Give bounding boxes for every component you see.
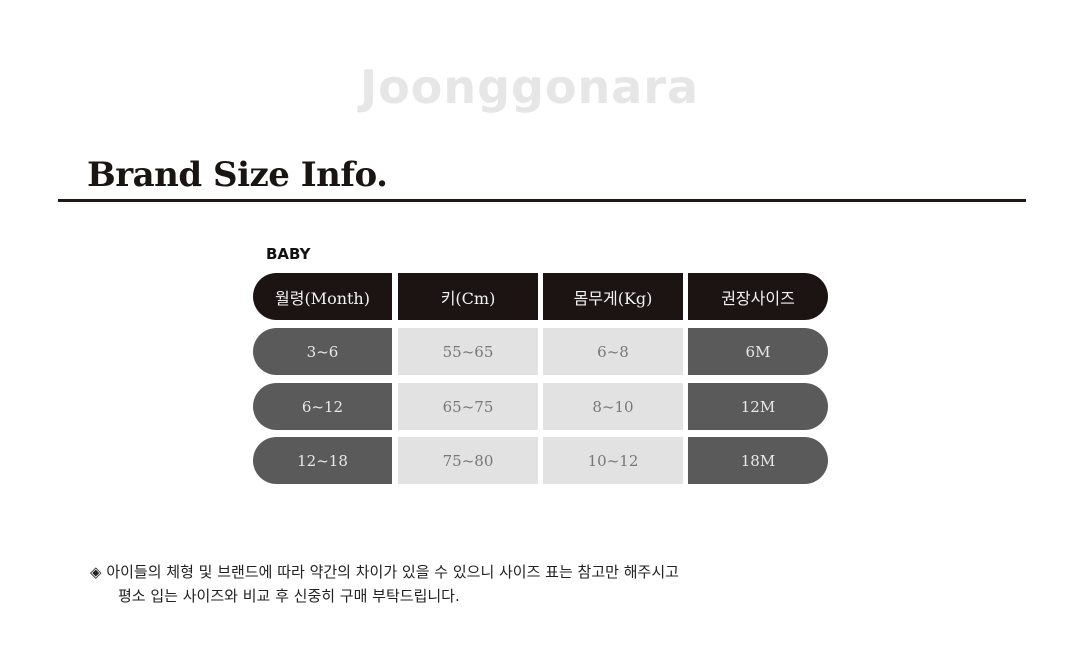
table-cell: 55~65 bbox=[398, 328, 538, 375]
note-line-2: 평소 입는 사이즈와 비교 후 신중히 구매 부탁드립니다. bbox=[118, 587, 460, 605]
table-cell: 75~80 bbox=[398, 437, 538, 484]
note-text-1: 아이들의 체형 및 브랜드에 따라 약간의 차이가 있을 수 있으니 사이즈 표… bbox=[106, 563, 679, 581]
table-cell: 12~18 bbox=[253, 437, 392, 484]
table-cell: 6~8 bbox=[543, 328, 683, 375]
page-title: Brand Size Info. bbox=[87, 155, 388, 195]
table-cell: 65~75 bbox=[398, 383, 538, 430]
watermark: Joonggonara bbox=[360, 60, 700, 114]
diamond-bullet-icon: ◈ bbox=[90, 563, 102, 581]
table-header-cell: 키(Cm) bbox=[398, 273, 538, 320]
table-header-cell: 권장사이즈 bbox=[688, 273, 828, 320]
table-cell: 3~6 bbox=[253, 328, 392, 375]
table-cell: 12M bbox=[688, 383, 828, 430]
table-cell: 6~12 bbox=[253, 383, 392, 430]
table-cell: 10~12 bbox=[543, 437, 683, 484]
table-cell: 18M bbox=[688, 437, 828, 484]
table-cell: 8~10 bbox=[543, 383, 683, 430]
section-label: BABY bbox=[266, 245, 311, 263]
title-divider bbox=[58, 199, 1026, 202]
table-header-cell: 몸무게(Kg) bbox=[543, 273, 683, 320]
table-header-cell: 월령(Month) bbox=[253, 273, 392, 320]
note-line-1: ◈ 아이들의 체형 및 브랜드에 따라 약간의 차이가 있을 수 있으니 사이즈… bbox=[90, 561, 679, 582]
table-cell: 6M bbox=[688, 328, 828, 375]
